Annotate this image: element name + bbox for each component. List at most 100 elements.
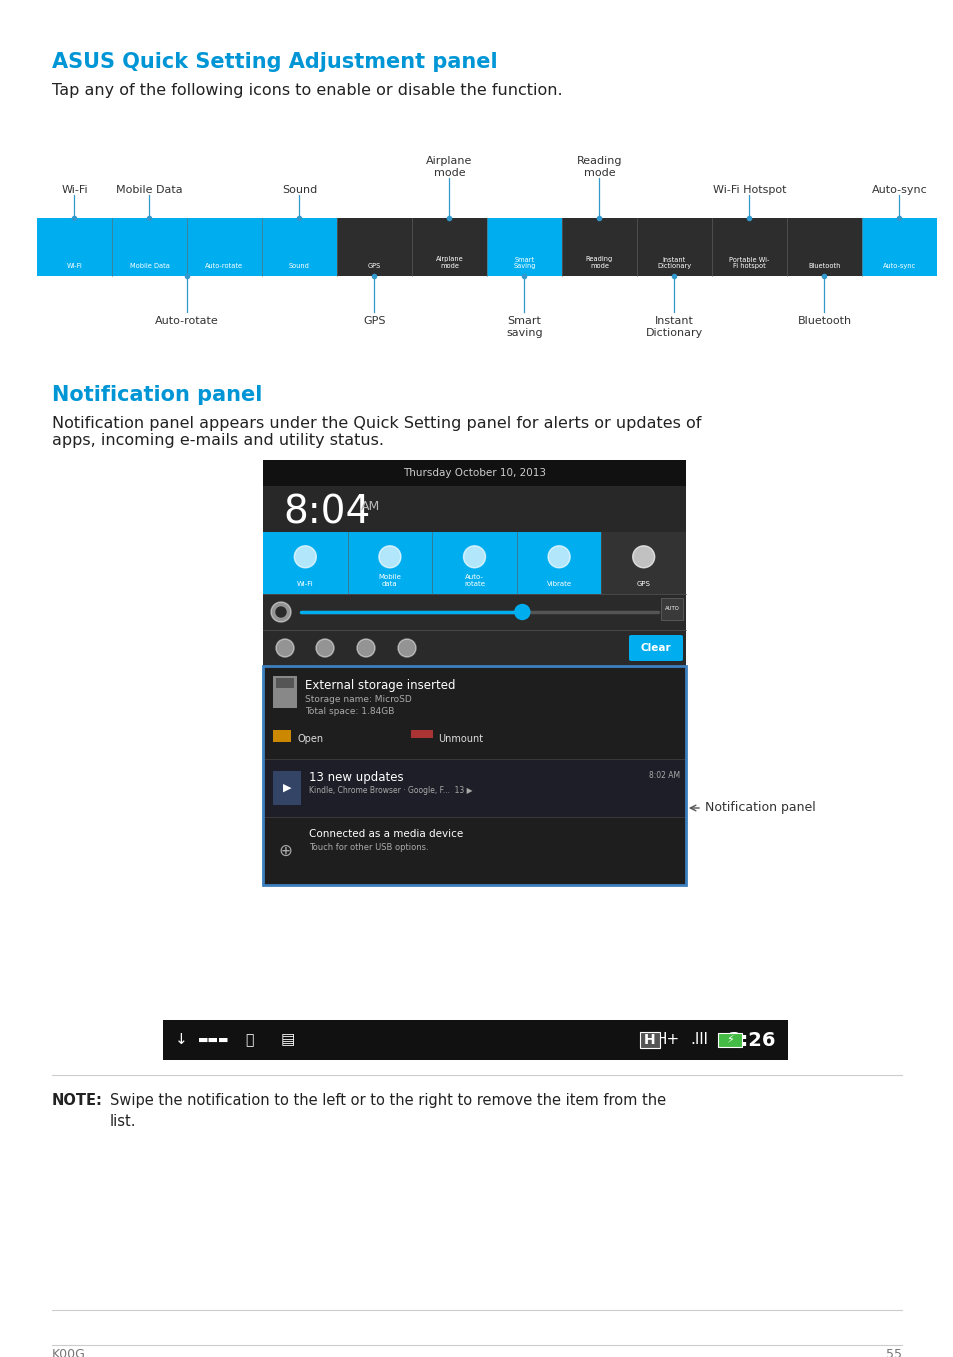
Text: 8:04: 8:04	[283, 493, 370, 531]
Text: ♪: ♪	[295, 233, 303, 247]
Text: 👁: 👁	[595, 233, 602, 247]
Bar	[163, 1020, 787, 1060]
Text: 13 new updates: 13 new updates	[309, 771, 403, 784]
Text: Storage name: MicroSD: Storage name: MicroSD	[305, 695, 412, 704]
Text: Auto-rotate: Auto-rotate	[155, 316, 218, 326]
Bar	[112, 218, 187, 275]
Text: Wi-Fi Hotspot: Wi-Fi Hotspot	[712, 185, 785, 195]
Text: .Ill: .Ill	[689, 1033, 707, 1048]
Bar	[37, 218, 936, 275]
Bar	[486, 218, 561, 275]
Circle shape	[275, 639, 294, 657]
Text: ⚡: ⚡	[519, 233, 528, 247]
Bar	[660, 598, 682, 620]
Bar	[411, 730, 433, 738]
Circle shape	[463, 546, 485, 567]
Text: Instant
Dictionary: Instant Dictionary	[645, 316, 702, 338]
Bar	[273, 676, 296, 708]
Text: AUTO: AUTO	[664, 607, 679, 612]
Text: ▤: ▤	[281, 1033, 295, 1048]
Text: 8:02 AM: 8:02 AM	[648, 771, 679, 780]
Bar	[263, 759, 685, 817]
Bar	[263, 594, 685, 630]
Text: Smart
saving: Smart saving	[506, 316, 542, 338]
Text: ⊕: ⊕	[277, 841, 292, 860]
Bar	[263, 532, 347, 594]
Text: ↻: ↻	[893, 233, 903, 247]
Text: Vibrate: Vibrate	[546, 581, 571, 588]
Bar	[263, 666, 685, 885]
Text: Bluetooth: Bluetooth	[807, 263, 840, 269]
Text: Wi-Fi: Wi-Fi	[61, 185, 88, 195]
Text: Mobile Data: Mobile Data	[116, 185, 183, 195]
Bar	[273, 730, 291, 742]
Circle shape	[294, 546, 316, 567]
Bar	[275, 678, 294, 688]
Text: Auto-
rotate: Auto- rotate	[463, 574, 484, 588]
Text: Notification panel: Notification panel	[704, 802, 815, 814]
Text: ◎: ◎	[369, 233, 379, 247]
Text: ⊕: ⊕	[70, 233, 80, 247]
Text: Sound: Sound	[281, 185, 316, 195]
Text: Instant
Dictionary: Instant Dictionary	[657, 256, 691, 269]
Text: External storage inserted: External storage inserted	[305, 678, 455, 692]
Text: Wi-Fi: Wi-Fi	[296, 581, 314, 588]
Bar	[639, 1033, 659, 1048]
Circle shape	[632, 546, 654, 567]
Text: Open: Open	[297, 734, 324, 744]
Text: Smart
Saving: Smart Saving	[513, 256, 536, 269]
Bar	[862, 218, 936, 275]
Text: Notification panel: Notification panel	[52, 385, 262, 404]
Text: ✱: ✱	[819, 233, 829, 247]
Text: Notification panel appears under the Quick Setting panel for alerts or updates o: Notification panel appears under the Qui…	[52, 417, 700, 448]
Text: Swipe the notification to the left or to the right to remove the item from the
l: Swipe the notification to the left or to…	[110, 1092, 665, 1129]
Text: GPS: GPS	[368, 263, 381, 269]
Bar	[187, 218, 262, 275]
Bar	[347, 532, 432, 594]
Bar	[263, 532, 685, 594]
Bar	[718, 1033, 741, 1048]
Text: 3:26: 3:26	[727, 1030, 775, 1049]
Bar	[432, 532, 517, 594]
Text: Mobile
data: Mobile data	[378, 574, 401, 588]
Bar	[273, 771, 301, 805]
Bar	[263, 666, 685, 885]
Text: Unmount: Unmount	[437, 734, 482, 744]
Circle shape	[275, 607, 286, 617]
Text: H: H	[643, 1033, 655, 1048]
Text: GPS: GPS	[363, 316, 385, 326]
Text: Portable Wi-
Fi hotspot: Portable Wi- Fi hotspot	[728, 256, 769, 269]
Text: Connected as a media device: Connected as a media device	[309, 829, 463, 839]
Text: ✈: ✈	[444, 233, 455, 247]
Text: Clear: Clear	[640, 643, 671, 653]
Text: Total space: 1.84GB: Total space: 1.84GB	[305, 707, 394, 716]
Bar	[263, 666, 685, 759]
Text: H+: H+	[655, 1033, 679, 1048]
Text: 55: 55	[885, 1348, 901, 1357]
Text: GPS: GPS	[636, 581, 650, 588]
Text: ASUS Quick Setting Adjustment panel: ASUS Quick Setting Adjustment panel	[52, 52, 497, 72]
Circle shape	[271, 603, 291, 622]
Text: ↓: ↓	[174, 1033, 188, 1048]
Bar	[517, 532, 600, 594]
FancyBboxPatch shape	[628, 635, 682, 661]
Text: ▬▬▬: ▬▬▬	[198, 1035, 230, 1045]
Bar	[263, 460, 685, 885]
Text: Airplane
mode: Airplane mode	[436, 256, 463, 269]
Bar	[37, 218, 112, 275]
Bar	[263, 630, 685, 666]
Circle shape	[548, 546, 570, 567]
Text: Bluetooth: Bluetooth	[797, 316, 851, 326]
Text: Reading
mode: Reading mode	[577, 156, 621, 178]
Text: AM: AM	[360, 499, 380, 513]
Text: Auto-sync: Auto-sync	[882, 263, 915, 269]
Circle shape	[515, 604, 529, 620]
Circle shape	[356, 639, 375, 657]
Text: Kindle, Chrome Browser · Google, F...  13 ▶: Kindle, Chrome Browser · Google, F... 13…	[309, 786, 472, 795]
Text: 📶: 📶	[745, 233, 753, 247]
Text: Auto-rotate: Auto-rotate	[205, 263, 243, 269]
Text: 📶: 📶	[245, 1033, 253, 1048]
Text: Touch for other USB options.: Touch for other USB options.	[309, 843, 428, 852]
Bar	[262, 218, 336, 275]
Bar	[263, 486, 685, 532]
